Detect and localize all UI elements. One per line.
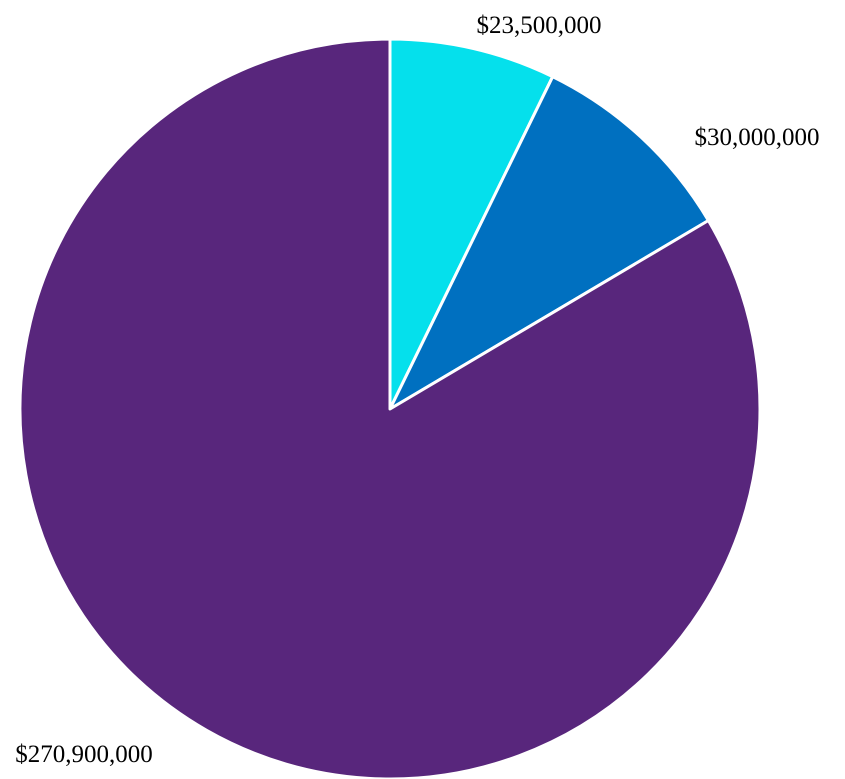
data-label-slice-1: $23,500,000 bbox=[477, 12, 602, 39]
data-label-slice-2: $30,000,000 bbox=[695, 124, 820, 151]
data-label-slice-3: $270,900,000 bbox=[15, 741, 153, 768]
pie-slices bbox=[18, 37, 762, 779]
pie-slice-3 bbox=[18, 37, 762, 779]
pie-slice-2 bbox=[388, 75, 710, 411]
pie-slice-1 bbox=[388, 37, 555, 411]
pie-data-labels: $23,500,000 $30,000,000 $270,900,000 bbox=[15, 12, 819, 768]
